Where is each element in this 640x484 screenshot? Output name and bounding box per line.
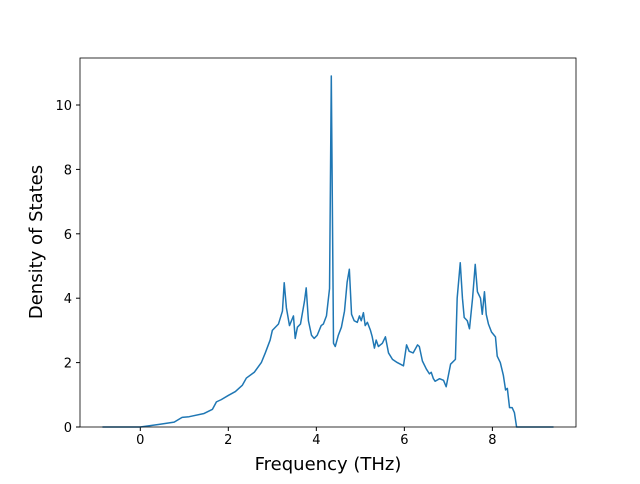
y-tick-label: 0 bbox=[64, 421, 72, 436]
x-tick-label: 6 bbox=[400, 433, 408, 448]
x-tick-label: 2 bbox=[224, 433, 232, 448]
x-tick-label: 4 bbox=[312, 433, 320, 448]
y-tick-label: 2 bbox=[64, 357, 72, 372]
y-tick-label: 8 bbox=[64, 163, 72, 178]
x-tick-label: 0 bbox=[136, 433, 144, 448]
y-tick-label: 10 bbox=[55, 99, 72, 114]
y-tick-label: 6 bbox=[64, 228, 72, 243]
plot-frame bbox=[79, 57, 577, 428]
y-tick-label: 4 bbox=[64, 292, 72, 307]
x-tick-label: 8 bbox=[488, 433, 496, 448]
line bbox=[102, 75, 554, 428]
y-axis-label: Density of States bbox=[26, 165, 47, 319]
x-axis-label: Frequency (THz) bbox=[255, 454, 402, 475]
